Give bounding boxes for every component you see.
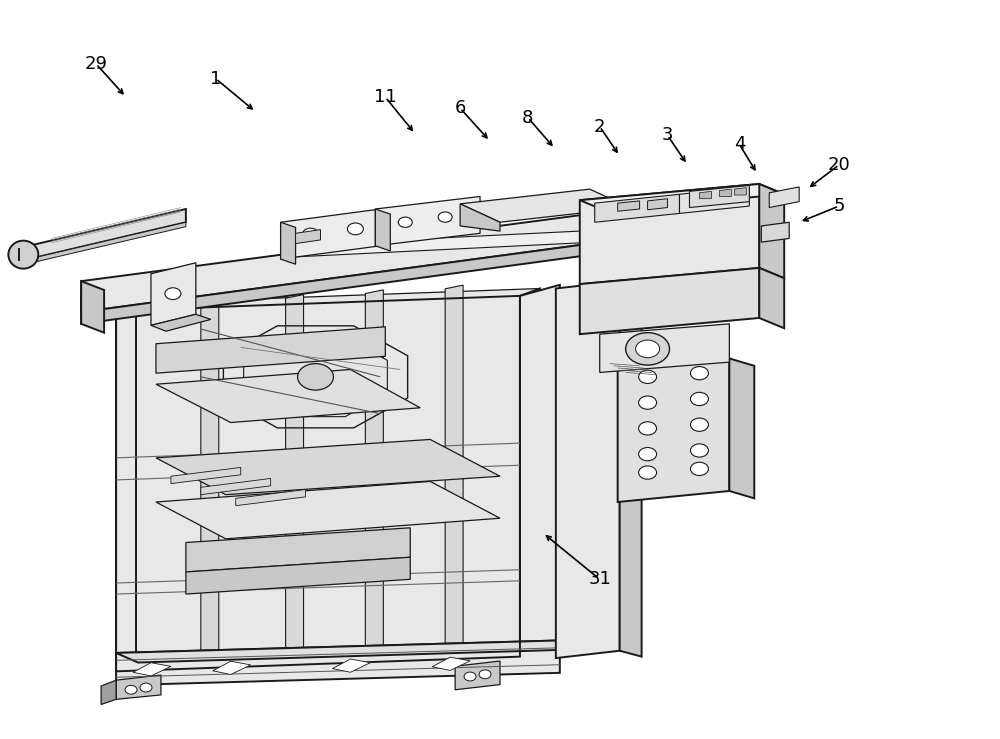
Circle shape (690, 463, 708, 475)
Circle shape (464, 672, 476, 681)
Polygon shape (201, 299, 219, 658)
Polygon shape (595, 194, 680, 222)
Polygon shape (19, 209, 186, 262)
Polygon shape (445, 285, 463, 658)
Circle shape (639, 396, 657, 409)
Polygon shape (375, 197, 480, 246)
Polygon shape (116, 675, 161, 699)
Circle shape (438, 212, 452, 222)
Polygon shape (332, 659, 370, 672)
Polygon shape (81, 222, 749, 324)
Polygon shape (116, 641, 560, 685)
Text: 11: 11 (374, 88, 397, 106)
Polygon shape (156, 370, 420, 423)
Polygon shape (281, 222, 296, 265)
Text: 3: 3 (662, 126, 673, 144)
Text: 8: 8 (522, 109, 534, 126)
Circle shape (165, 287, 181, 299)
Circle shape (639, 448, 657, 461)
Polygon shape (101, 680, 116, 704)
Text: 2: 2 (594, 118, 605, 135)
Polygon shape (186, 528, 410, 572)
Polygon shape (281, 209, 380, 259)
Polygon shape (580, 268, 759, 334)
Polygon shape (286, 295, 304, 658)
Polygon shape (116, 303, 136, 661)
Polygon shape (618, 358, 729, 502)
Circle shape (639, 370, 657, 384)
Polygon shape (19, 222, 186, 266)
Polygon shape (759, 184, 784, 278)
Circle shape (140, 683, 152, 692)
Polygon shape (520, 285, 560, 661)
Text: 5: 5 (833, 197, 845, 215)
Polygon shape (136, 288, 540, 664)
Polygon shape (365, 290, 383, 658)
Circle shape (639, 466, 657, 479)
Circle shape (125, 685, 137, 694)
Circle shape (690, 418, 708, 432)
Ellipse shape (8, 241, 38, 269)
Circle shape (626, 333, 670, 365)
Circle shape (690, 367, 708, 380)
Polygon shape (600, 324, 729, 372)
Polygon shape (133, 663, 171, 676)
Text: 31: 31 (588, 571, 611, 588)
Polygon shape (151, 314, 211, 331)
Polygon shape (618, 201, 640, 211)
Circle shape (639, 422, 657, 435)
Polygon shape (432, 657, 470, 670)
Text: 1: 1 (210, 69, 221, 88)
Polygon shape (213, 661, 251, 675)
Circle shape (690, 392, 708, 406)
Polygon shape (580, 184, 759, 284)
Polygon shape (520, 288, 540, 657)
Polygon shape (171, 468, 241, 483)
Polygon shape (734, 188, 746, 195)
Text: 6: 6 (454, 99, 466, 118)
Polygon shape (296, 230, 320, 244)
Circle shape (347, 223, 363, 235)
Polygon shape (455, 661, 500, 689)
Polygon shape (156, 481, 500, 539)
Polygon shape (648, 199, 668, 210)
Polygon shape (729, 358, 754, 498)
Polygon shape (281, 231, 580, 258)
Circle shape (479, 670, 491, 678)
Polygon shape (620, 281, 642, 657)
Polygon shape (81, 208, 749, 312)
Polygon shape (201, 478, 271, 494)
Polygon shape (460, 189, 630, 222)
Polygon shape (759, 268, 784, 328)
Polygon shape (81, 193, 749, 312)
Polygon shape (769, 187, 799, 208)
Polygon shape (116, 641, 582, 663)
Circle shape (690, 444, 708, 457)
Text: 29: 29 (85, 55, 108, 73)
Circle shape (298, 364, 333, 390)
Circle shape (303, 228, 319, 240)
Polygon shape (719, 189, 731, 197)
Polygon shape (375, 209, 390, 251)
Polygon shape (699, 191, 711, 199)
Polygon shape (580, 184, 784, 211)
Polygon shape (689, 185, 749, 208)
Circle shape (398, 217, 412, 228)
Polygon shape (156, 327, 385, 373)
Circle shape (636, 340, 660, 358)
Text: 20: 20 (828, 156, 850, 174)
Text: 4: 4 (734, 135, 745, 153)
Polygon shape (186, 557, 410, 594)
Polygon shape (156, 440, 500, 494)
Polygon shape (556, 281, 620, 658)
Polygon shape (460, 204, 500, 231)
Polygon shape (761, 222, 789, 242)
Polygon shape (151, 263, 196, 325)
Polygon shape (81, 281, 104, 333)
Polygon shape (680, 187, 749, 214)
Polygon shape (236, 489, 306, 505)
Polygon shape (244, 337, 387, 417)
